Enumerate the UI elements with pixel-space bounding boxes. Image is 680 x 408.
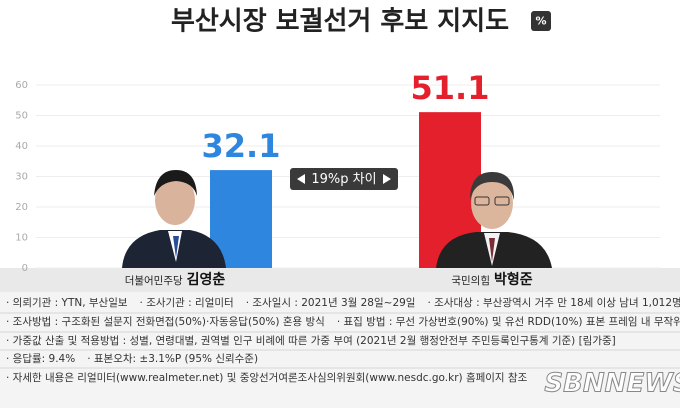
note: · 자세한 내용은 리얼미터(www.realmeter.net) 및 중앙선거… (6, 371, 528, 384)
y-tick-label: 60 (15, 80, 28, 91)
chart-title: 부산시장 보궐선거 후보 지지도 (171, 7, 509, 37)
y-tick-label: 10 (15, 233, 28, 244)
notes-rules (0, 312, 680, 369)
watermark: SBNNEWS (544, 369, 680, 399)
note: · 조사일시 : 2021년 3월 28일~29일 (246, 296, 416, 309)
y-tick-label: 40 (15, 141, 28, 152)
value-label: 51.1 (411, 69, 490, 107)
annotation-box (290, 168, 398, 190)
note: · 응답률: 9.4% (6, 353, 75, 365)
note: · 조사기관 : 리얼미터 (140, 297, 234, 309)
y-tick-label: 50 (15, 111, 28, 122)
party-label: 더불어민주당 (125, 275, 183, 287)
note: · 조사대상 : 부산광역시 거주 만 18세 이상 남녀 1,012명 (427, 297, 680, 309)
y-tick-label: 20 (15, 202, 28, 213)
note: · 조사방법 : 구조화된 설문지 전화면접(50%)·자동응답(50%) 혼용… (6, 315, 325, 328)
unit: % (535, 15, 546, 28)
party-label: 국민의힘 (451, 275, 490, 287)
annotation: 19%p 차이 (311, 172, 376, 187)
candidate-photo-2 (436, 172, 552, 268)
x-tick-label: 박형준 (494, 271, 533, 288)
y-tick-label: 30 (15, 172, 28, 183)
x-tick-label: 김영춘 (187, 271, 226, 288)
unit-badge (531, 11, 551, 31)
note: · 표본오차: ±3.1%P (95% 신뢰수준) (87, 353, 258, 365)
value-label: 32.1 (202, 127, 281, 165)
candidate-photo-1 (122, 170, 226, 268)
note: · 표집 방법 : 무선 가상번호(90%) 및 유선 RDD(10%) 표본 … (337, 315, 680, 328)
note: · 가중값 산출 및 적용방법 : 성별, 연령대별, 권역별 인구 비례에 따… (6, 335, 616, 347)
note: · 의뢰기관 : YTN, 부산일보 (6, 296, 128, 309)
y-tick-label: 0 (22, 263, 28, 274)
label-strip (0, 268, 680, 292)
